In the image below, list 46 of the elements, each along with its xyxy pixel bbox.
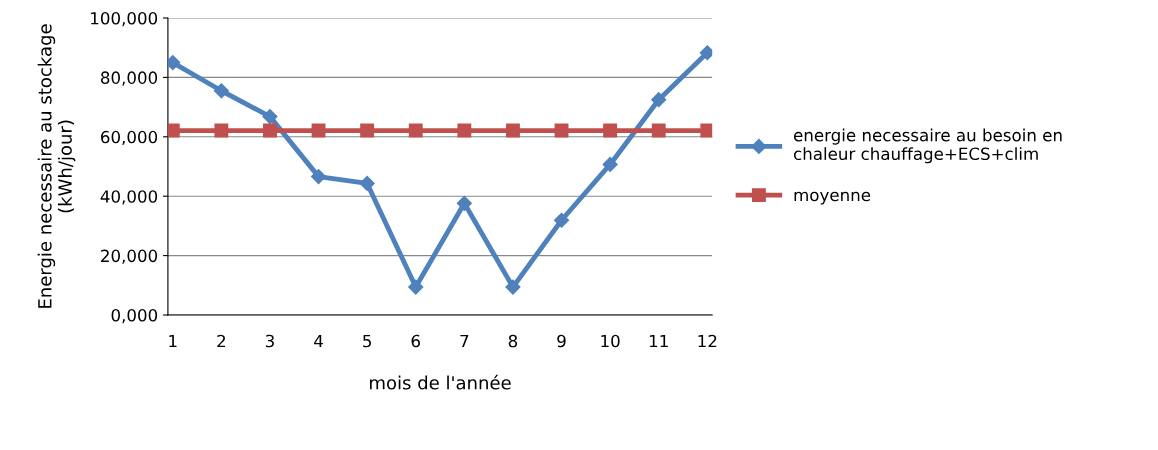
point [505,279,521,295]
legend-label: energie necessaire au besoin en chaleur chauffage+ECS+clim [793,128,1062,164]
x-tick-label: 9 [557,334,566,348]
x-tick-label: 2 [217,334,225,348]
point [603,123,618,138]
y-tick-label: 0,000 [111,308,158,324]
x-tick-label: 7 [460,334,469,348]
point [408,279,424,295]
y-tick-label: 100,000 [91,11,158,27]
y-tick-label: 60,000 [101,130,158,146]
y-axis-title: Energie necessaire au stockage (kWh/jour) [37,24,76,308]
point [214,123,229,138]
point [167,54,181,71]
point [505,123,520,138]
point [311,123,326,138]
x-tick-label: 8 [508,334,518,348]
point [360,123,375,138]
point [699,45,713,61]
y-tick-label: 80,000 [101,71,158,86]
x-axis-title: mois de l'année [370,374,511,390]
x-tick-label: 1 [169,334,177,348]
point [408,123,423,138]
x-tick-label: 11 [649,334,668,348]
y-tick-label: 20,000 [101,249,158,264]
point [262,109,278,125]
point [310,169,327,185]
point [456,195,472,211]
x-tick-label: 10 [601,334,620,348]
point [700,123,713,138]
x-tick-label: 6 [411,334,420,348]
point [553,212,570,228]
point [651,92,667,108]
legend-label: moyenne [794,191,871,205]
point [651,123,666,138]
point [457,123,472,138]
point [213,83,229,99]
point [602,156,618,172]
x-tick-label: 12 [698,334,717,348]
point [263,123,277,138]
y-tick-label: 40,000 [100,190,158,205]
x-tick-label: 4 [314,334,323,348]
point [554,123,569,138]
point [359,175,375,191]
x-tick-label: 5 [363,334,371,348]
point [167,123,180,138]
x-tick-label: 3 [265,334,274,348]
